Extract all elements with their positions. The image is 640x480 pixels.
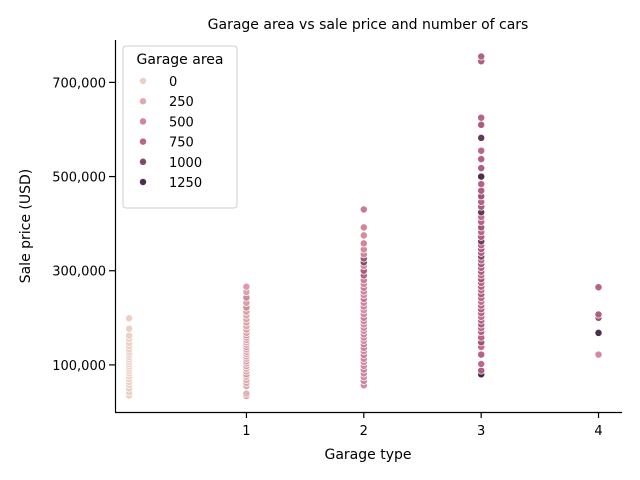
data-point [125, 331, 134, 340]
legend-entries: 0 250 500 750 1000 1250 [139, 75, 202, 191]
data-point [477, 186, 486, 195]
x-axis-ticks: 1 2 3 4 [242, 412, 603, 439]
axes [114, 40, 622, 414]
legend-marker [139, 157, 147, 166]
legend-marker [139, 117, 147, 126]
data-point [477, 155, 486, 164]
data-point [477, 120, 486, 129]
data-point [242, 389, 251, 398]
data-point [477, 113, 486, 122]
y-axis-ticks: 100,000 300,000 500,000 700,000 [52, 76, 115, 374]
legend-marker [139, 97, 147, 106]
legend-frame [122, 45, 238, 209]
legend-marker [139, 178, 147, 186]
y-tick-label: 100,000 [52, 359, 106, 374]
data-point [125, 324, 134, 333]
data-point [477, 146, 486, 155]
legend-label: 500 [169, 115, 194, 130]
y-tick-label: 700,000 [52, 76, 106, 91]
data-point [477, 164, 486, 173]
y-tick-label: 500,000 [52, 171, 106, 186]
data-point [359, 223, 368, 232]
legend-label: 0 [169, 75, 177, 90]
data-point [594, 328, 603, 337]
data-point [594, 350, 603, 359]
legend-title: Garage area [137, 52, 224, 68]
data-point [477, 360, 486, 368]
data-point [359, 231, 368, 240]
x-tick-label: 4 [594, 424, 602, 439]
data-point [477, 133, 486, 142]
y-axis-label: Sale price (USD) [18, 169, 34, 284]
data-point [594, 310, 603, 319]
data-point [359, 205, 368, 214]
x-tick-label: 3 [477, 424, 485, 439]
legend: Garage area 0 250 500 750 1000 1250 [122, 45, 238, 209]
x-tick-label: 1 [242, 424, 250, 439]
x-tick-label: 2 [360, 424, 368, 439]
y-tick-label: 300,000 [52, 265, 106, 280]
legend-marker [139, 137, 147, 146]
legend-label: 1250 [169, 176, 202, 191]
data-point [477, 350, 486, 359]
data-point [242, 282, 251, 291]
data-point [359, 239, 368, 248]
data-points [125, 52, 603, 400]
data-point [477, 180, 486, 189]
legend-label: 750 [169, 136, 194, 151]
data-point [477, 52, 486, 61]
data-point [594, 283, 603, 292]
legend-label: 1000 [169, 156, 202, 171]
chart-title: Garage area vs sale price and number of … [208, 17, 529, 33]
data-point [477, 366, 486, 375]
legend-marker [139, 77, 147, 85]
data-point [125, 314, 134, 323]
data-point [477, 172, 486, 181]
legend-label: 250 [169, 95, 194, 110]
x-axis-label: Garage type [325, 447, 412, 463]
